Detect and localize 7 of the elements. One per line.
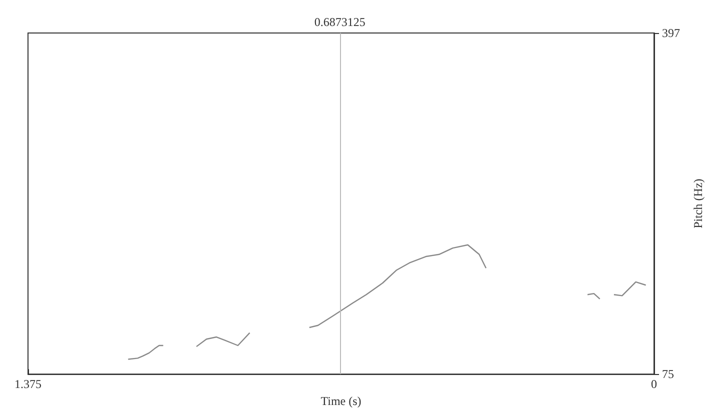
x-tick-label: 0 (651, 377, 657, 392)
ref-line-label: 0.6873125 (314, 15, 366, 29)
y-tick-label: 75 (662, 367, 674, 382)
x-axis-title: Time (s) (320, 394, 362, 408)
y-axis-title: Pitch (Hz) (691, 178, 705, 228)
y-tick-label: 397 (662, 26, 680, 40)
x-tick-label: 1.375 (14, 377, 42, 392)
